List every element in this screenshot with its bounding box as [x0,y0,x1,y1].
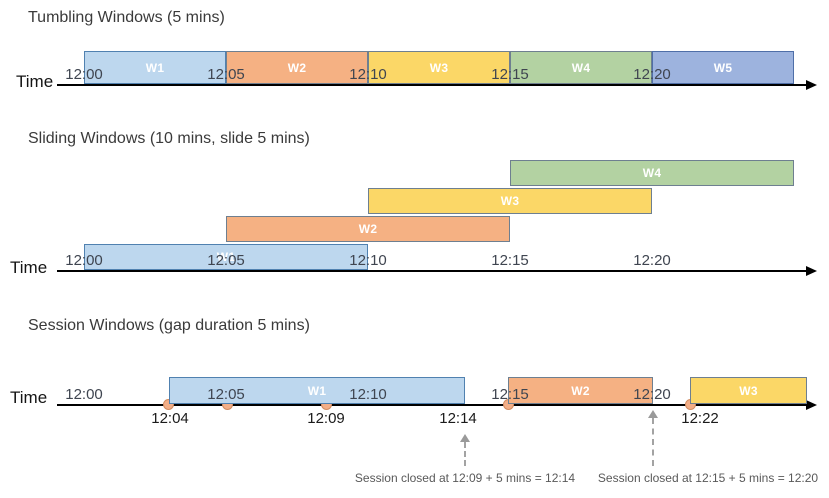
window-bar-label: W3 [429,60,449,75]
event-time-label: 12:09 [307,410,345,427]
tumbling-time-axis-label: Time [16,72,54,91]
session-close-arrow-line [652,418,654,466]
event-time-label: 12:14 [439,410,477,427]
tumbling-axis-arrow-icon [806,80,817,90]
axis-tick-label: 12:05 [207,252,245,269]
window-bar-w4: W4 [510,160,794,186]
window-bar-label: W2 [287,60,307,75]
event-dot [163,399,174,410]
window-bar-label: W2 [571,383,590,398]
window-bar-w5: W5 [652,51,794,84]
axis-tick-label: 12:15 [491,252,529,269]
session-time-axis [57,404,806,406]
session-section-title: Session Windows (gap duration 5 mins) [28,317,310,334]
window-bar-label: W4 [642,166,662,180]
window-bar-label: W1 [145,60,165,75]
window-bar-w2: W2 [226,216,510,242]
event-time-label: 12:04 [151,410,189,427]
axis-tick-label: 12:10 [349,252,387,269]
session-close-arrow-icon [648,410,658,418]
window-bar-w1: W1 [84,244,368,270]
axis-tick-label: 12:10 [349,386,387,403]
window-bar-w3: W3 [690,377,807,404]
window-bar-w1: W1 [169,377,465,404]
window-bar-w2: W2 [226,51,368,84]
window-bar-label: W1 [216,250,236,264]
window-bar-label: W5 [713,60,733,75]
window-bar-w4: W4 [510,51,652,84]
axis-tick-label: 12:05 [207,386,245,403]
axis-tick-label: 12:00 [65,386,103,403]
axis-tick-label: 12:10 [349,66,387,83]
sliding-time-axis-label: Time [10,258,48,277]
window-bar-label: W4 [571,60,591,75]
window-bar-label: W3 [739,383,758,398]
session-close-arrow-line [464,442,466,466]
axis-tick-label: 12:00 [65,66,103,83]
window-bar-label: W3 [500,194,520,208]
sliding-section-title: Sliding Windows (10 mins, slide 5 mins) [28,130,310,147]
session-axis-arrow-icon [806,400,817,410]
session-close-annotation: Session closed at 12:09 + 5 mins = 12:14 [354,471,576,485]
axis-tick-label: 12:20 [633,386,671,403]
tumbling-section-title: Tumbling Windows (5 mins) [28,9,225,26]
axis-tick-label: 12:05 [207,66,245,83]
window-bar-w3: W3 [368,188,652,214]
window-bar-w1: W1 [84,51,226,84]
axis-tick-label: 12:20 [633,252,671,269]
sliding-time-axis [57,270,806,272]
window-bar-label: W1 [307,383,327,398]
axis-tick-label: 12:15 [491,66,529,83]
event-time-label: 12:22 [681,410,719,427]
session-close-annotation: Session closed at 12:15 + 5 mins = 12:20 [597,471,819,485]
session-time-axis-label: Time [10,388,48,407]
sliding-axis-arrow-icon [806,266,817,276]
window-bar-w2: W2 [508,377,653,404]
session-close-arrow-icon [460,434,470,442]
window-bar-w3: W3 [368,51,510,84]
tumbling-time-axis [57,84,806,86]
axis-tick-label: 12:20 [633,66,671,83]
axis-tick-label: 12:00 [65,252,103,269]
axis-tick-label: 12:15 [491,386,529,403]
window-bar-label: W2 [358,222,378,236]
